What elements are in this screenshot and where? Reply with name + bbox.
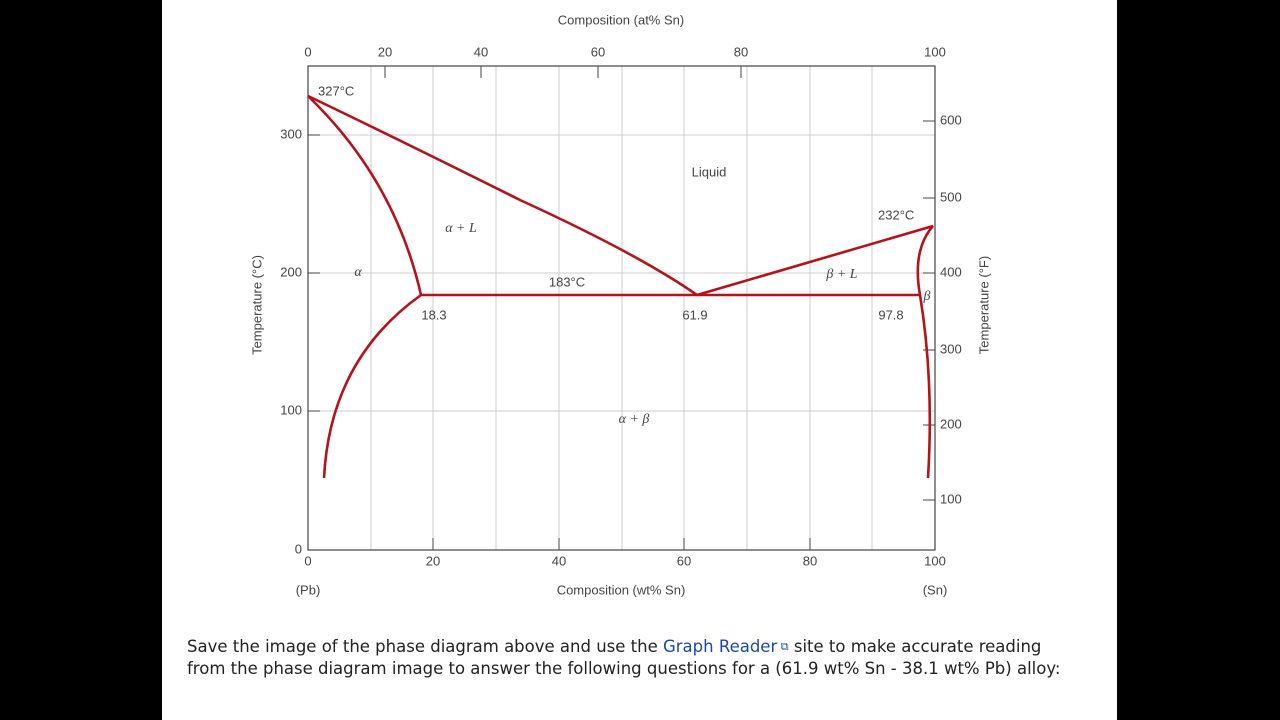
bottom-tick-label: 80 xyxy=(803,553,817,568)
top-tick-label: 0 xyxy=(304,44,311,59)
annotation: 97.8 xyxy=(878,307,903,322)
top-tick-label: 100 xyxy=(924,44,946,59)
text: Save the image of the phase diagram abov… xyxy=(187,637,663,656)
left-tick-label: 200 xyxy=(280,264,302,279)
region-label: Liquid xyxy=(692,164,727,179)
question-text: Save the image of the phase diagram abov… xyxy=(187,636,1060,680)
annotation: 327°C xyxy=(318,83,354,98)
top-tick-label: 20 xyxy=(378,44,392,59)
top-tick-label: 60 xyxy=(591,44,605,59)
annotation: 61.9 xyxy=(682,307,707,322)
right-tick-label: 200 xyxy=(940,416,962,431)
annotation: 183°C xyxy=(549,274,585,289)
link[interactable]: Graph Reader xyxy=(662,637,778,656)
axis-title: Temperature (°C) xyxy=(249,255,264,355)
bottom-tick-label: 0 xyxy=(304,553,311,568)
annotation: 232°C xyxy=(878,207,914,222)
axis-title: Composition (at% Sn) xyxy=(558,12,684,27)
bottom-tick-label: 100 xyxy=(924,553,946,568)
region-label: α + L xyxy=(445,221,477,236)
bottom-tick-label: 40 xyxy=(552,553,566,568)
left-tick-label: 0 xyxy=(295,541,302,556)
axis-title: Temperature (°F) xyxy=(976,256,991,354)
right-tick-label: 600 xyxy=(940,112,962,127)
external-icon: ⧉ xyxy=(777,640,789,653)
region-label: α xyxy=(354,265,362,280)
left-tick-label: 300 xyxy=(280,126,302,141)
annotation: 18.3 xyxy=(421,307,446,322)
right-tick-label: 500 xyxy=(940,189,962,204)
bottom-tick-label: 60 xyxy=(677,553,691,568)
page: Composition (at% Sn) Composition (wt% Sn)… xyxy=(162,0,1117,720)
axis-end-label: (Pb) xyxy=(296,582,321,597)
frame xyxy=(307,65,936,551)
right-tick-label: 400 xyxy=(940,264,962,279)
phase-boundaries xyxy=(307,94,934,479)
right-tick-label: 100 xyxy=(940,491,962,506)
left-tick-label: 100 xyxy=(280,402,302,417)
text: site to make accurate reading xyxy=(788,637,1042,656)
axis-title: Composition (wt% Sn) xyxy=(557,582,686,597)
phase-diagram: Composition (at% Sn) Composition (wt% Sn)… xyxy=(249,12,991,597)
text: from the phase diagram image to answer t… xyxy=(187,659,1061,678)
bottom-tick-label: 20 xyxy=(426,553,440,568)
region-label: β xyxy=(923,289,931,304)
top-tick-label: 40 xyxy=(474,44,488,59)
region-label: α + β xyxy=(619,412,650,427)
right-tick-label: 300 xyxy=(940,341,962,356)
top-tick-label: 80 xyxy=(734,44,748,59)
axis-end-label: (Sn) xyxy=(923,582,948,597)
grid xyxy=(308,66,935,550)
region-label: β + L xyxy=(825,267,857,282)
